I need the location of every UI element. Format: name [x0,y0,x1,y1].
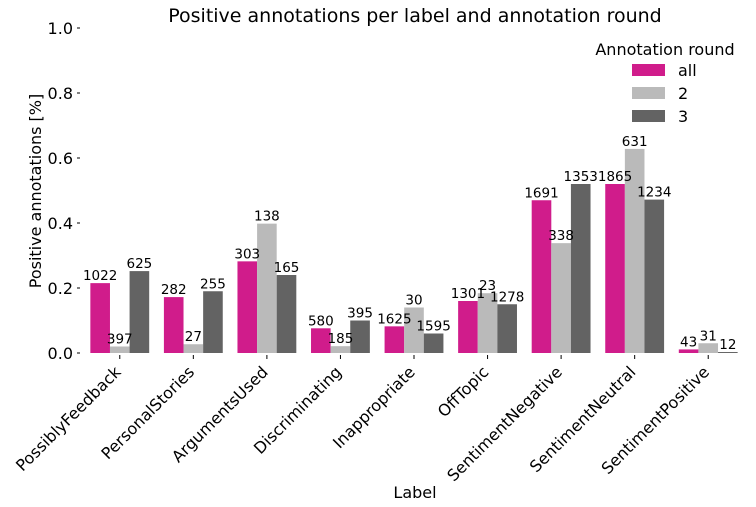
bars-group [90,148,738,353]
bar-2-PersonalStories [183,344,204,353]
bar-label: 23 [479,278,496,294]
bar-label: 1691 [524,185,558,201]
bar-3-Inappropriate [423,333,444,353]
bar-label: 1301 [451,286,485,302]
bar-label: 395 [347,306,373,322]
bar-label: 282 [161,282,187,298]
legend-title: Annotation round [595,40,734,59]
bar-label: 255 [200,276,226,292]
bar-2-Inappropriate [404,307,424,353]
y-axis-label: Positive annotations [%] [26,94,45,288]
bar-all-SentimentPositive [678,349,699,353]
bar-label: 1595 [416,319,450,335]
legend-label-all: all [678,61,697,80]
bar-label: 31 [700,328,717,344]
bar-2-SentimentPositive [698,343,719,353]
y-tick-label: 0.0 [48,344,73,363]
bar-label: 1234 [637,185,671,201]
legend: Annotation round all 2 3 [595,40,734,126]
y-tick-label: 0.8 [48,84,73,103]
bar-all-SentimentNeutral [605,184,625,353]
bar-all-Inappropriate [384,326,405,353]
bar-2-Discriminating [330,346,351,353]
y-tick-label: 1.0 [48,19,73,38]
bar-label: 625 [127,256,153,272]
y-tick-label: 0.4 [48,214,73,233]
bar-3-ArgumentsUsed [276,275,297,353]
bar-label: 185 [328,331,354,347]
bar-3-Discriminating [350,320,370,353]
bar-label: 631 [622,134,648,150]
bar-all-PersonalStories [163,297,184,353]
bar-2-PossiblyFeedback [109,346,130,353]
bar-label: 1022 [83,268,117,284]
bar-2-SentimentNegative [551,243,571,353]
bar-all-PossiblyFeedback [90,283,110,353]
x-axis: PossiblyFeedbackPersonalStoriesArguments… [12,355,713,485]
y-tick-label: 0.6 [48,149,73,168]
bar-label: 1353 [564,169,598,185]
bar-label: 1865 [598,169,632,185]
bar-all-ArgumentsUsed [237,261,258,353]
bar-label: 30 [405,293,422,309]
bar-label: 165 [274,260,300,276]
bar-label: 1625 [377,311,411,327]
bar-label: 138 [254,209,280,225]
bar-3-OffTopic [497,304,517,353]
bar-label: 43 [680,334,697,350]
bar-label: 27 [185,329,202,345]
bar-2-ArgumentsUsed [257,223,277,353]
bar-3-SentimentNeutral [644,199,665,353]
bar-3-PersonalStories [203,291,223,353]
x-axis-label: Label [393,483,436,502]
legend-swatch-3 [632,110,665,122]
bar-label: 580 [308,313,334,329]
legend-label-2: 2 [678,84,688,103]
bar-3-SentimentNegative [570,184,591,353]
bar-2-OffTopic [477,293,498,353]
bar-label: 12 [719,337,736,353]
bar-all-SentimentNegative [531,200,552,353]
legend-swatch-all [632,64,665,76]
legend-swatch-2 [632,87,665,99]
y-tick-label: 0.2 [48,279,73,298]
legend-label-3: 3 [678,107,688,126]
bar-label: 397 [107,332,133,348]
bar-all-Discriminating [311,328,331,353]
bar-3-SentimentPositive [718,352,738,353]
chart-title: Positive annotations per label and annot… [168,5,661,27]
bar-labels-group: 1022 397 625 282 27 255 303 138 165 580 185 395 1625… [83,134,736,353]
y-axis: 0.0 0.2 0.4 0.6 0.8 1.0 [48,19,80,363]
bar-3-PossiblyFeedback [129,271,150,353]
x-tick-label: OffTopic [434,362,493,421]
bar-label: 303 [234,246,260,262]
bar-all-OffTopic [458,301,478,353]
bar-label: 338 [548,228,574,244]
bar-2-SentimentNeutral [624,148,645,353]
bar-label: 1278 [490,289,524,305]
